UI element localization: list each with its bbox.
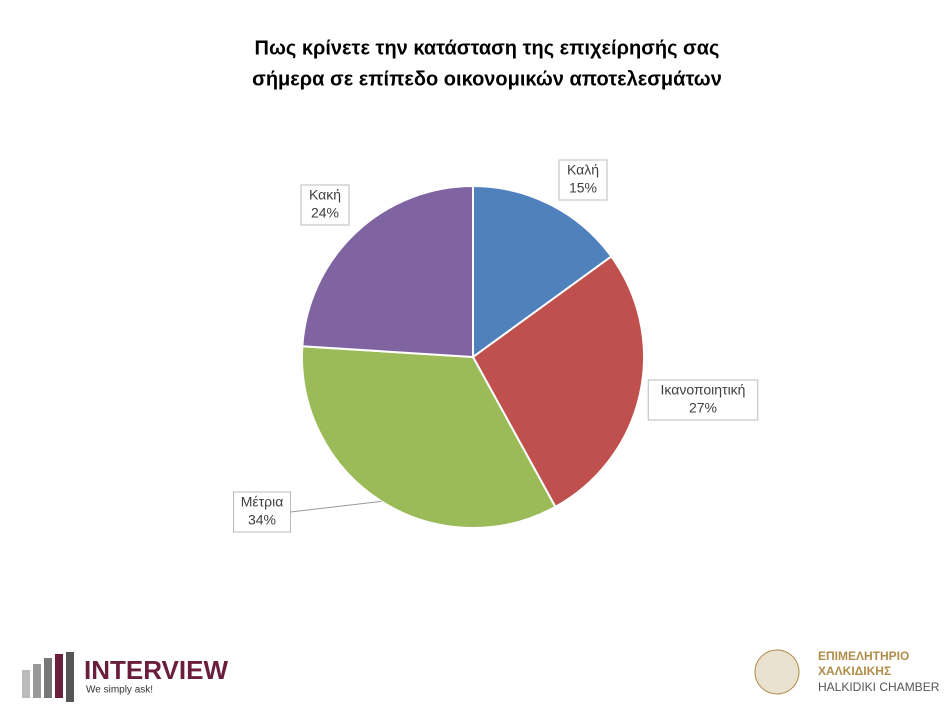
logo-line: HALKIDIKI CHAMBER [818, 680, 940, 694]
label-box [647, 379, 759, 421]
logo-bar [66, 652, 74, 702]
label-box [233, 491, 291, 533]
label-box [300, 184, 350, 226]
pie-slice [471, 255, 645, 509]
logo-bar [44, 658, 52, 698]
category-label: Κακή [309, 187, 341, 203]
pie-slice [472, 184, 613, 359]
chart-title: σήμερα σε επίπεδο οικονομικών αποτελεσμά… [252, 68, 722, 90]
logo-line: ΧΑΛΚΙΔΙΚΗΣ [818, 664, 891, 678]
chart-title: Πως κρίνετε την κατάσταση της επιχείρησή… [255, 37, 720, 59]
leader-line [290, 500, 382, 513]
category-label: Καλή [567, 162, 599, 178]
logo-tagline: We simply ask! [86, 685, 153, 696]
category-label: Μέτρια [241, 494, 284, 510]
interview-logo: INTERVIEW We simply ask! [22, 652, 228, 702]
logo-emblem [754, 649, 800, 695]
value-label: 15% [569, 180, 597, 196]
pie-slice [301, 184, 474, 359]
logo-line: ΕΠΙΜΕΛΗΤΗΡΙΟ [818, 649, 909, 663]
category-label: Ικανοποιητική [661, 382, 746, 398]
logo-name: INTERVIEW [84, 655, 228, 685]
logo-bar [55, 654, 63, 698]
chamber-logo: ΕΠΙΜΕΛΗΤΗΡΙΟ ΧΑΛΚΙΔΙΚΗΣ HALKIDIKI CHAMBE… [754, 649, 940, 695]
value-label: 24% [311, 205, 339, 221]
label-box [558, 159, 608, 201]
value-label: 27% [689, 400, 717, 416]
labels: Καλή 15% Ικανοποιητική 27% Μέτρια 34% Κακή 24% [233, 159, 759, 533]
logo-bar [33, 664, 41, 698]
value-label: 34% [248, 512, 276, 528]
pie [301, 184, 645, 529]
logo-bar [22, 670, 30, 698]
